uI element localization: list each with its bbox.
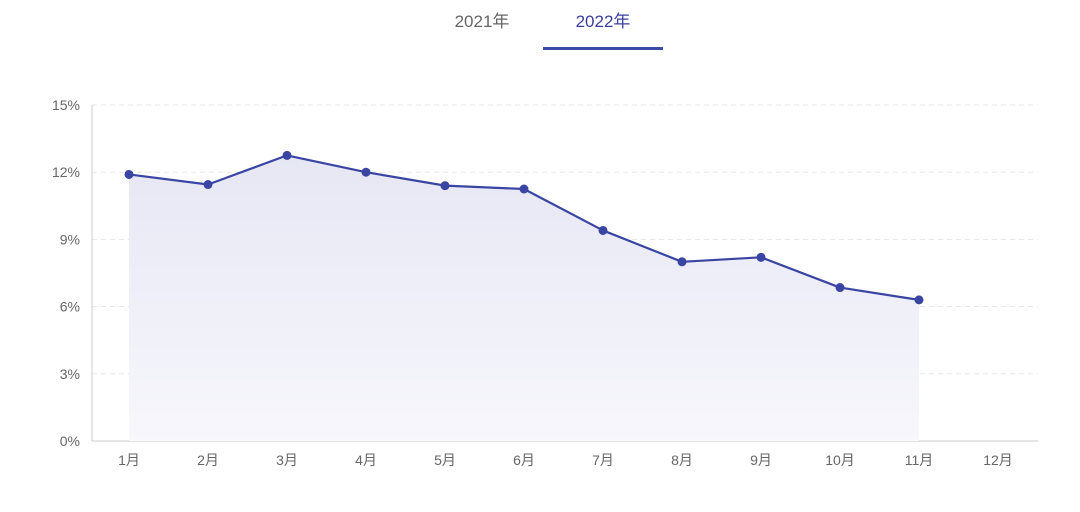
y-tick-label: 3%: [60, 366, 80, 382]
x-tick-label: 11月: [905, 452, 934, 468]
data-point[interactable]: [914, 295, 924, 305]
x-tick-label: 1月: [118, 452, 140, 468]
data-point[interactable]: [598, 225, 608, 235]
x-tick-label: 7月: [592, 452, 614, 468]
series-area: [129, 155, 919, 441]
data-point[interactable]: [124, 169, 134, 179]
tab-2021[interactable]: 2021年: [437, 10, 527, 50]
x-tick-label: 10月: [825, 452, 855, 468]
x-tick-label: 4月: [355, 452, 377, 468]
x-tick-label: 2月: [197, 452, 219, 468]
tab-2022[interactable]: 2022年: [543, 10, 663, 50]
data-point[interactable]: [756, 252, 766, 262]
x-tick-label: 6月: [513, 452, 535, 468]
x-tick-label: 12月: [983, 452, 1013, 468]
y-tick-label: 15%: [52, 97, 80, 113]
data-point[interactable]: [361, 167, 371, 177]
y-axis: 0% 3% 6% 9% 12% 15%: [52, 97, 93, 449]
x-tick-label: 5月: [434, 452, 456, 468]
series-group: [124, 150, 924, 441]
y-tick-label: 9%: [60, 231, 80, 247]
x-tick-label: 9月: [750, 452, 772, 468]
x-axis: 1月 2月 3月 4月 5月 6月 7月 8月 9月 10月 11月 12月: [92, 440, 1038, 468]
data-point[interactable]: [519, 184, 529, 194]
x-tick-label: 3月: [276, 452, 298, 468]
y-tick-label: 0%: [60, 433, 80, 449]
tab-2021-label: 2021年: [454, 12, 510, 31]
year-tabs: 2021年 2022年: [0, 0, 1080, 56]
data-point[interactable]: [440, 181, 450, 191]
data-point[interactable]: [203, 180, 213, 190]
data-point[interactable]: [835, 283, 845, 293]
y-tick-label: 6%: [60, 299, 80, 315]
y-tick-label: 12%: [52, 164, 80, 180]
tab-2022-underline: [543, 47, 663, 50]
data-point[interactable]: [677, 257, 687, 267]
tab-2022-label: 2022年: [575, 12, 631, 31]
x-tick-label: 8月: [671, 452, 693, 468]
data-point[interactable]: [282, 150, 292, 160]
